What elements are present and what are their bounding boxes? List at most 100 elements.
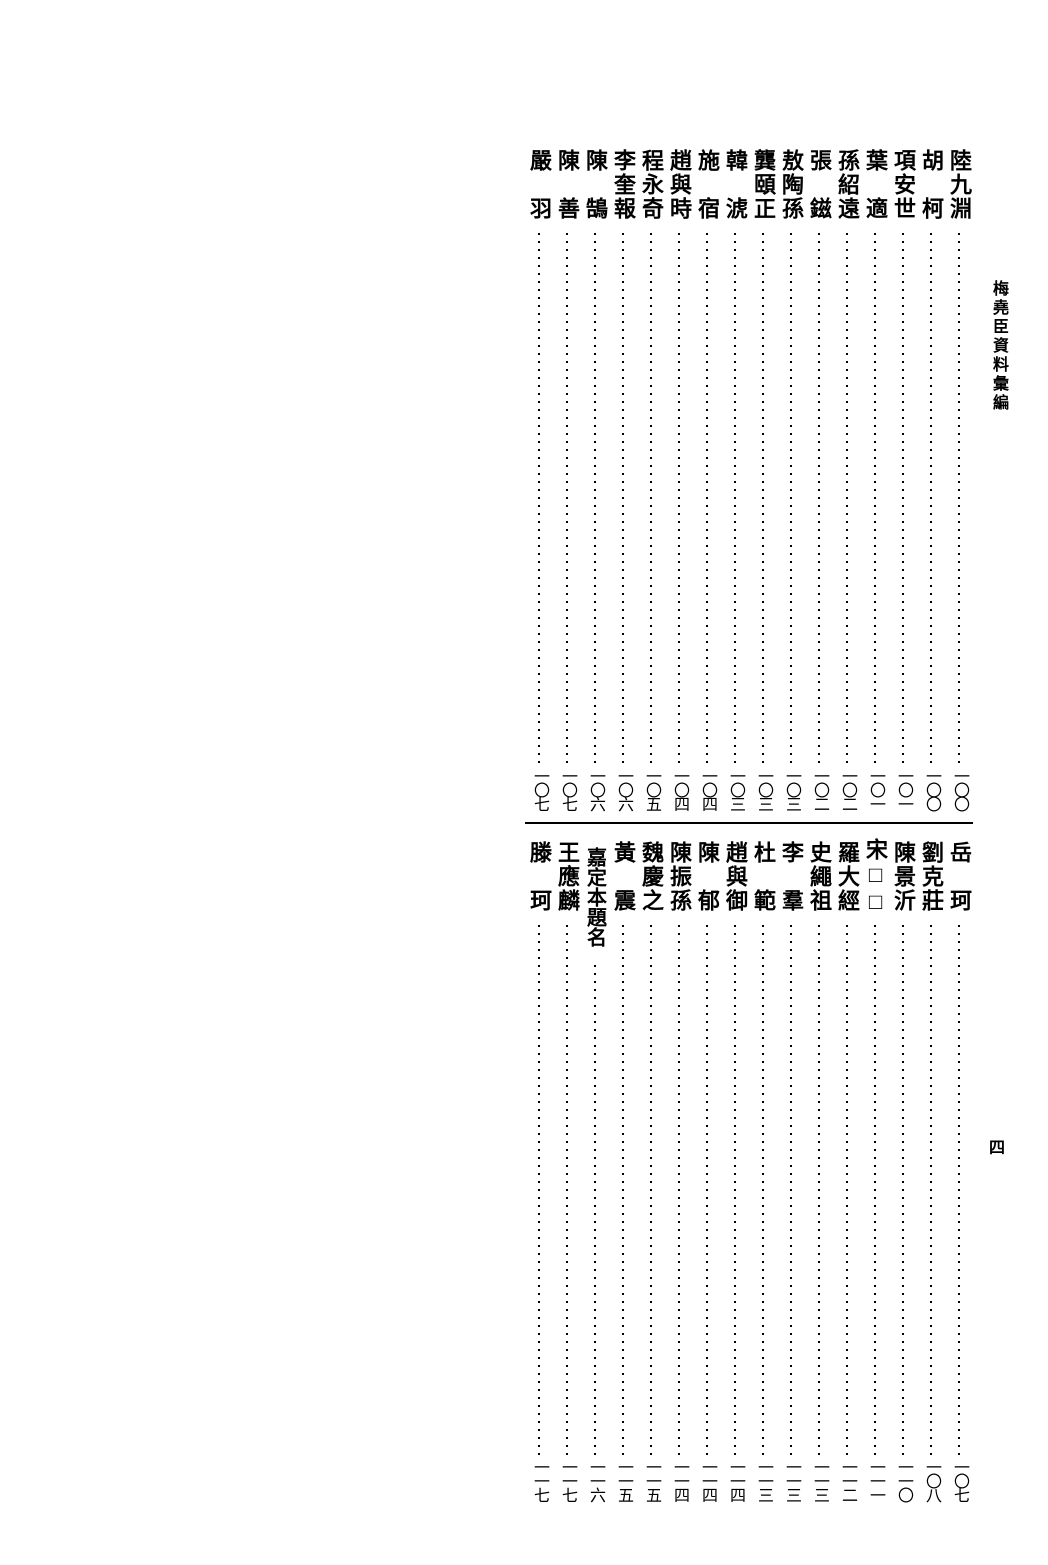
toc-column: 項安世一〇一陳景沂一一〇: [889, 140, 917, 1505]
toc-entry-top: 施 宿一〇四: [691, 140, 723, 814]
section-divider: [833, 822, 861, 824]
section-divider: [609, 822, 637, 824]
section-divider: [805, 822, 833, 824]
entry-page: 一一六: [581, 1455, 610, 1505]
toc-entry-top: 項安世一〇一: [887, 140, 919, 814]
leader-dots: [607, 922, 639, 1456]
section-divider: [553, 822, 581, 824]
leader-dots: [691, 922, 723, 1456]
leader-dots: [747, 922, 779, 1456]
toc-entry-bottom: 趙與御一一四: [719, 832, 751, 1506]
leader-dots: [775, 922, 807, 1456]
section-divider: [889, 822, 917, 824]
toc-column: 李奎報一〇六黃 震一一五: [609, 140, 637, 1505]
leader-dots: [635, 230, 667, 764]
toc-column: 韓 淲一〇三趙與御一一四: [721, 140, 749, 1505]
leader-dots: [523, 922, 555, 1456]
section-divider: [665, 822, 693, 824]
section-divider: [581, 822, 609, 824]
leader-dots: [663, 922, 695, 1456]
toc-entry-bottom: 羅大經一一二: [831, 832, 863, 1506]
toc-column: 嚴 羽一〇七滕 珂一一七: [525, 140, 553, 1505]
leader-dots: [887, 922, 919, 1456]
toc-entry-bottom: 史繩祖一一三: [803, 832, 835, 1506]
entry-page: 一一七: [551, 1455, 583, 1505]
leader-dots: [831, 922, 863, 1456]
toc-entry-bottom: 岳 珂一〇七: [943, 832, 975, 1506]
section-divider: [525, 822, 553, 824]
toc-entry-top: 葉 適一〇一: [859, 140, 891, 814]
leader-dots: [943, 922, 975, 1456]
leader-dots: [719, 922, 751, 1456]
toc-entry-top: 趙與時一〇四: [663, 140, 695, 814]
entry-name: 王應麟: [551, 832, 583, 922]
toc-column: 敖陶孫一〇三李 羣一一三: [777, 140, 805, 1505]
leader-dots: [663, 230, 695, 764]
leader-dots: [887, 230, 919, 764]
toc-column: 程永奇一〇五魏慶之一一五: [637, 140, 665, 1505]
toc-entry-top: 程永奇一〇五: [635, 140, 667, 814]
toc-entry-top: 敖陶孫一〇三: [775, 140, 807, 814]
toc-entry-top: 孫紹遠一〇二: [831, 140, 863, 814]
toc-entry-bottom: 魏慶之一一五: [635, 832, 667, 1506]
leader-dots: [859, 230, 891, 764]
toc-column: 趙與時一〇四陳振孫一一四: [665, 140, 693, 1505]
toc-entry-top: 龔頤正一〇三: [747, 140, 779, 814]
section-divider: [693, 822, 721, 824]
leader-dots: [551, 230, 583, 764]
toc-column: 孫紹遠一〇二羅大經一一二: [833, 140, 861, 1505]
toc-entry-bottom: 黃 震一一五: [607, 832, 639, 1506]
section-divider: [749, 822, 777, 824]
entry-name: 陸九淵: [943, 140, 975, 230]
leader-dots: [551, 922, 583, 1456]
toc-entry-top: 李奎報一〇六: [607, 140, 639, 814]
toc-entry-bottom: 李 羣一一三: [775, 832, 807, 1506]
section-divider: [777, 822, 805, 824]
toc-entry-top: 陸九淵一〇〇: [943, 140, 975, 814]
toc-entry-top: 陳 鵠一〇六: [579, 140, 611, 814]
leader-dots: [607, 230, 639, 764]
leader-dots: [747, 230, 779, 764]
toc-entry-top: 張 鎡一〇二: [803, 140, 835, 814]
toc-column: 陳 鵠一〇六嘉定本題名一一六: [581, 140, 609, 1505]
toc-entry-bottom: 陳 郁一一四: [691, 832, 723, 1506]
section-divider: [917, 822, 945, 824]
leader-dots: [579, 230, 611, 764]
section-divider: [861, 822, 889, 824]
toc-column: 陳 善一〇七王應麟一一七: [553, 140, 581, 1505]
leader-dots: [775, 230, 807, 764]
toc-container: 陸九淵一〇〇岳 珂一〇七胡 柯一〇〇劉克莊一〇八項安世一〇一陳景沂一一〇葉 適一…: [75, 140, 973, 1505]
toc-entry-top: 陳 善一〇七: [551, 140, 583, 814]
entry-page: 一〇〇: [943, 764, 975, 814]
toc-column: 陸九淵一〇〇岳 珂一〇七: [945, 140, 973, 1505]
toc-entry-bottom: 宋□□一一一: [859, 832, 891, 1506]
toc-entry-bottom: 嘉定本題名一一六: [581, 832, 610, 1506]
leader-dots: [803, 230, 835, 764]
toc-entry-top: 韓 淲一〇三: [719, 140, 751, 814]
leader-dots: [831, 230, 863, 764]
toc-entry-bottom: 滕 珂一一七: [523, 832, 555, 1506]
leader-dots: [691, 230, 723, 764]
toc-column: 張 鎡一〇二史繩祖一一三: [805, 140, 833, 1505]
leader-dots: [523, 230, 555, 764]
leader-dots: [943, 230, 975, 764]
leader-dots: [859, 922, 891, 1456]
toc-column: 葉 適一〇一宋□□一一一: [861, 140, 889, 1505]
leader-dots: [635, 922, 667, 1456]
entry-name: 嘉定本題名: [581, 832, 610, 962]
leader-dots: [803, 922, 835, 1456]
toc-entry-bottom: 王應麟一一七: [551, 832, 583, 1506]
toc-column: 施 宿一〇四陳 郁一一四: [693, 140, 721, 1505]
toc-entry-bottom: 陳振孫一一四: [663, 832, 695, 1506]
side-page-number: 四: [982, 1139, 1006, 1155]
toc-entry-bottom: 陳景沂一一〇: [887, 832, 919, 1506]
running-head: 梅堯臣資料彙編: [986, 280, 1010, 413]
toc-entry-top: 嚴 羽一〇七: [523, 140, 555, 814]
leader-dots: [719, 230, 751, 764]
section-divider: [945, 822, 973, 824]
toc-entry-bottom: 劉克莊一〇八: [915, 832, 947, 1506]
entry-name: 岳 珂: [943, 832, 975, 922]
toc-column: 龔頤正一〇三杜 範一一三: [749, 140, 777, 1505]
entry-page: 一〇七: [943, 1455, 975, 1505]
section-divider: [721, 822, 749, 824]
